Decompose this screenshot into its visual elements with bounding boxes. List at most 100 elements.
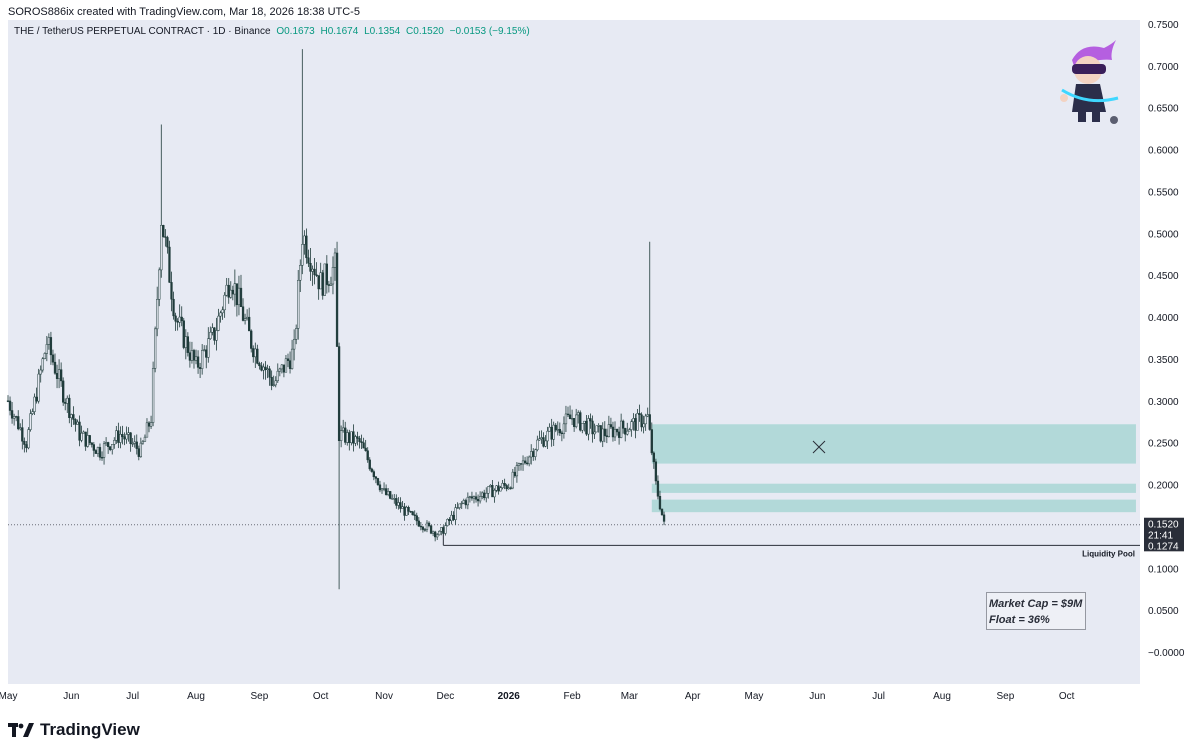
candle-body bbox=[241, 306, 245, 321]
candle-body bbox=[309, 262, 312, 272]
x-tick-label: Sep bbox=[996, 691, 1014, 702]
x-tick-label: May bbox=[745, 691, 764, 702]
candle-body bbox=[434, 531, 437, 538]
y-tick-label: 0.1000 bbox=[1148, 564, 1179, 575]
candle-body bbox=[395, 498, 398, 506]
candle-body bbox=[282, 364, 286, 373]
candle-body bbox=[172, 298, 175, 317]
candle-body bbox=[558, 428, 561, 434]
candle-body bbox=[542, 437, 545, 447]
candle-body bbox=[307, 257, 310, 264]
current-price-value: 0.1520 bbox=[1148, 520, 1179, 531]
candle-body bbox=[352, 431, 355, 444]
candle-body bbox=[644, 415, 647, 425]
candle-body bbox=[495, 485, 498, 491]
candle-body bbox=[646, 414, 649, 417]
candle-body bbox=[272, 384, 275, 386]
y-tick-label: 0.4000 bbox=[1148, 313, 1179, 324]
candle-body bbox=[617, 431, 621, 438]
market-cap-text: Market Cap = $9M bbox=[989, 598, 1083, 610]
liquidity-price-tag bbox=[1144, 539, 1184, 552]
candle-body bbox=[158, 269, 161, 300]
bar-countdown: 21:41 bbox=[1148, 531, 1173, 542]
candle-body bbox=[528, 456, 531, 465]
candle-body bbox=[532, 451, 535, 457]
candle-body bbox=[458, 503, 461, 508]
candle-body bbox=[401, 506, 404, 509]
candle-body bbox=[436, 534, 439, 538]
candle-body bbox=[192, 350, 196, 361]
fundamentals-note: Market Cap = $9M Float = 36% bbox=[986, 592, 1086, 630]
candle-body bbox=[534, 449, 537, 457]
candle-body bbox=[348, 432, 351, 444]
candle-body bbox=[509, 487, 512, 489]
candle-body bbox=[141, 441, 145, 444]
candle-body bbox=[393, 498, 396, 500]
candle-body bbox=[41, 358, 44, 371]
candle-body bbox=[491, 485, 494, 498]
candle-body bbox=[80, 432, 83, 441]
candle-body bbox=[19, 427, 22, 430]
candle-body bbox=[405, 507, 408, 516]
candle-body bbox=[137, 448, 140, 457]
candle-body bbox=[299, 265, 302, 281]
candle-body bbox=[595, 425, 598, 433]
candle-body bbox=[419, 525, 422, 528]
candle-body bbox=[86, 435, 89, 447]
legend-high: H0.1674 bbox=[320, 26, 359, 37]
candle-body bbox=[94, 450, 98, 454]
candle-body bbox=[499, 487, 502, 492]
candle-body bbox=[384, 488, 388, 495]
candle-body bbox=[429, 525, 433, 534]
price-scale[interactable] bbox=[1140, 20, 1200, 684]
candle-body bbox=[205, 349, 208, 358]
candle-body bbox=[268, 368, 271, 378]
candle-body bbox=[632, 418, 635, 422]
candle-body bbox=[662, 514, 666, 522]
candle-body bbox=[515, 465, 519, 477]
chart-area[interactable] bbox=[8, 20, 1140, 684]
candle-body bbox=[68, 397, 71, 418]
candle-body bbox=[156, 299, 159, 330]
liquidity-price-value: 0.1274 bbox=[1148, 541, 1179, 552]
candle-body bbox=[74, 419, 77, 425]
candle-body bbox=[556, 428, 559, 431]
candle-body bbox=[368, 459, 371, 470]
candle-body bbox=[198, 367, 202, 369]
candle-body bbox=[466, 496, 470, 506]
candle-body bbox=[544, 440, 547, 447]
candle-body bbox=[88, 435, 91, 444]
y-tick-label: 0.6000 bbox=[1148, 146, 1179, 157]
chart-attribution: SOROS886ix created with TradingView.com,… bbox=[8, 6, 360, 18]
candle-body bbox=[133, 441, 136, 444]
candle-body bbox=[450, 514, 453, 521]
tradingview-brand: TradingView bbox=[40, 720, 140, 739]
candle-body bbox=[286, 358, 290, 361]
candle-body bbox=[8, 400, 12, 411]
candle-body bbox=[31, 411, 34, 414]
candle-body bbox=[186, 336, 190, 353]
float-text: Float = 36% bbox=[989, 614, 1050, 626]
candle-body bbox=[201, 350, 204, 369]
x-tick-label: Sep bbox=[250, 691, 268, 702]
candle-body bbox=[407, 507, 410, 512]
candle-body bbox=[438, 531, 441, 536]
candle-body bbox=[613, 428, 617, 438]
candle-body bbox=[311, 268, 314, 272]
candle-body bbox=[605, 435, 608, 437]
candle-body bbox=[372, 471, 375, 478]
y-tick-label: 0.4500 bbox=[1148, 271, 1179, 282]
x-tick-label: Jul bbox=[872, 691, 885, 702]
candle-body bbox=[431, 531, 435, 534]
candle-body bbox=[82, 431, 85, 434]
candle-body bbox=[523, 460, 527, 464]
candle-body bbox=[376, 478, 380, 486]
candle-body bbox=[245, 316, 249, 319]
candle-body bbox=[297, 280, 300, 329]
candle-body bbox=[180, 316, 183, 321]
candle-body bbox=[211, 327, 214, 333]
candle-body bbox=[12, 416, 16, 419]
candle-body bbox=[374, 476, 378, 479]
x-tick-label: Apr bbox=[685, 691, 701, 702]
y-tick-label: 0.5000 bbox=[1148, 229, 1179, 240]
